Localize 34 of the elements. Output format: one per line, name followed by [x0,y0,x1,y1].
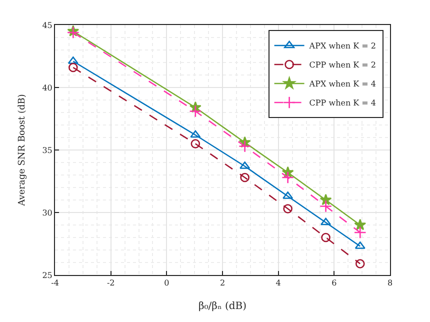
y-tick-label: 40 [42,83,52,92]
point [240,172,250,182]
point [355,259,365,268]
point [320,200,332,212]
x-tick-label: 8 [387,278,393,288]
y-axis-title: Average SNR Boost (dB) [18,94,28,207]
point [190,130,201,138]
x-axis-title: β₀/βₙ (dB) [198,301,247,312]
point [238,140,252,152]
point [66,26,80,39]
x-tick-label: 4 [276,278,281,288]
point [68,62,78,72]
y-tick-label: 35 [42,146,52,155]
point [321,232,330,242]
legend-label: CPP when K = 2 [309,60,376,70]
legend-label: APX when K = 4 [308,80,376,89]
y-tick-label: 30 [42,208,52,218]
x-tick-label: 6 [332,278,337,288]
x-tick-label: 2 [220,278,226,288]
point [320,218,332,226]
x-tick-label: -2 [106,278,115,288]
x-tick-label: 0 [164,278,170,288]
point [189,105,202,118]
y-tick-label: 25 [42,270,52,280]
point [190,139,200,148]
point [354,218,366,230]
legend-label: CPP when K = 4 [309,98,376,108]
x-tick-label: -4 [51,278,59,288]
point [282,171,294,184]
point [354,226,366,239]
legend-label: APX when K = 2 [308,42,376,51]
y-tick-label: 45 [42,20,52,30]
point [283,204,292,214]
point [320,194,332,206]
